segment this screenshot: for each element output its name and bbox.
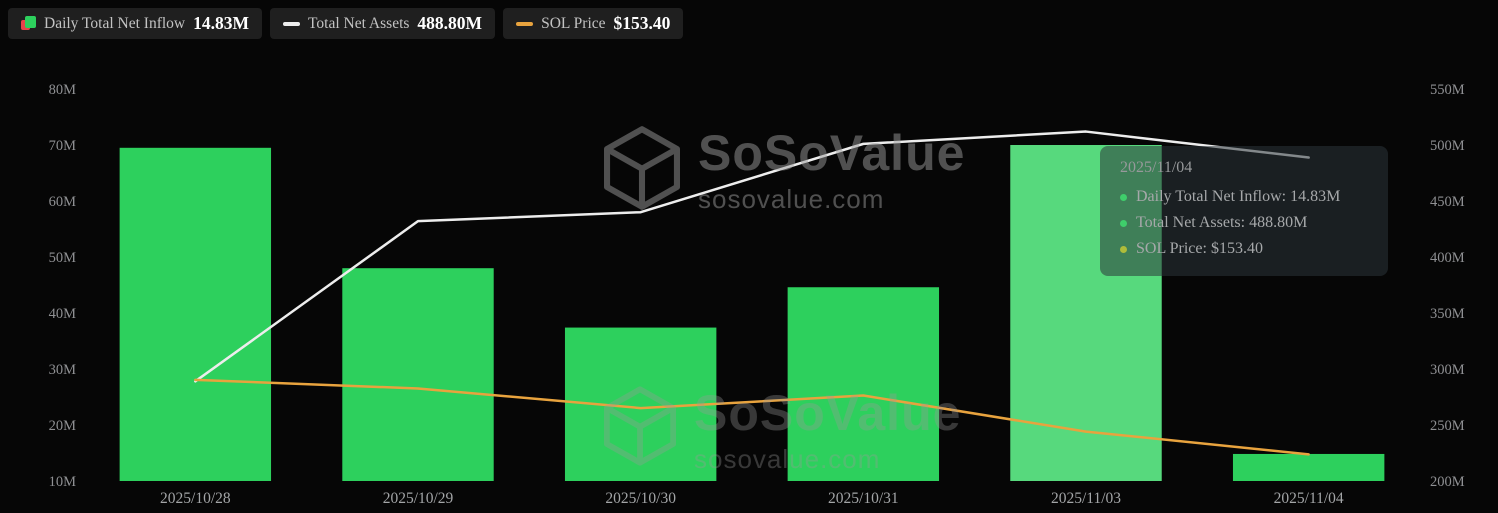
sol-price-line: [194, 378, 1310, 456]
y-axis-right-label: 300M: [1430, 362, 1465, 378]
inflow-bar[interactable]: [342, 268, 494, 481]
y-axis-right-label: 200M: [1430, 474, 1465, 490]
legend-label: Daily Total Net Inflow: [44, 14, 186, 32]
net-assets-line: [194, 130, 1310, 383]
y-axis-right-label: 350M: [1430, 306, 1465, 322]
orange-line-icon: [516, 21, 534, 26]
inflow-bar[interactable]: [119, 147, 272, 482]
y-axis-left-label: 80M: [49, 82, 77, 98]
y-axis-left-label: 20M: [49, 418, 77, 434]
y-axis-right-label: 400M: [1430, 250, 1465, 266]
legend-value: $153.40: [613, 13, 671, 33]
x-axis-date-label: 2025/10/31: [828, 490, 899, 507]
legend-item-daily-net-inflow[interactable]: Daily Total Net Inflow 14.83M: [8, 8, 263, 39]
y-axis-left-label: 40M: [49, 306, 77, 322]
y-axis-left-label: 60M: [49, 194, 77, 210]
y-axis-right-label: 550M: [1430, 82, 1465, 98]
chart-legend: Daily Total Net Inflow 14.83M Total Net …: [8, 8, 684, 39]
legend-item-total-net-assets[interactable]: Total Net Assets 488.80M: [270, 8, 496, 39]
legend-label: SOL Price: [541, 14, 606, 32]
inflow-bar[interactable]: [1232, 453, 1385, 481]
y-axis-right-label: 500M: [1430, 138, 1465, 154]
legend-value: 488.80M: [417, 13, 483, 33]
legend-item-sol-price[interactable]: SOL Price $153.40: [503, 8, 684, 39]
legend-label: Total Net Assets: [308, 14, 410, 32]
y-axis-right-label: 450M: [1430, 194, 1465, 210]
inflow-bar[interactable]: [787, 287, 940, 481]
x-axis-date-label: 2025/10/30: [605, 490, 676, 507]
white-line-icon: [283, 21, 301, 26]
y-axis-left-label: 70M: [49, 138, 77, 154]
y-axis-left-label: 50M: [49, 250, 77, 266]
x-axis-date-label: 2025/11/03: [1051, 490, 1121, 507]
legend-value: 14.83M: [193, 13, 250, 33]
y-axis-left-label: 10M: [49, 474, 77, 490]
y-axis-right-label: 250M: [1430, 418, 1465, 434]
y-axis-left-label: 30M: [49, 362, 77, 378]
x-axis-date-label: 2025/10/28: [160, 490, 231, 507]
x-axis-date-label: 2025/11/04: [1274, 490, 1344, 507]
candlestick-icon: [21, 16, 36, 31]
x-axis-date-label: 2025/10/29: [383, 490, 454, 507]
